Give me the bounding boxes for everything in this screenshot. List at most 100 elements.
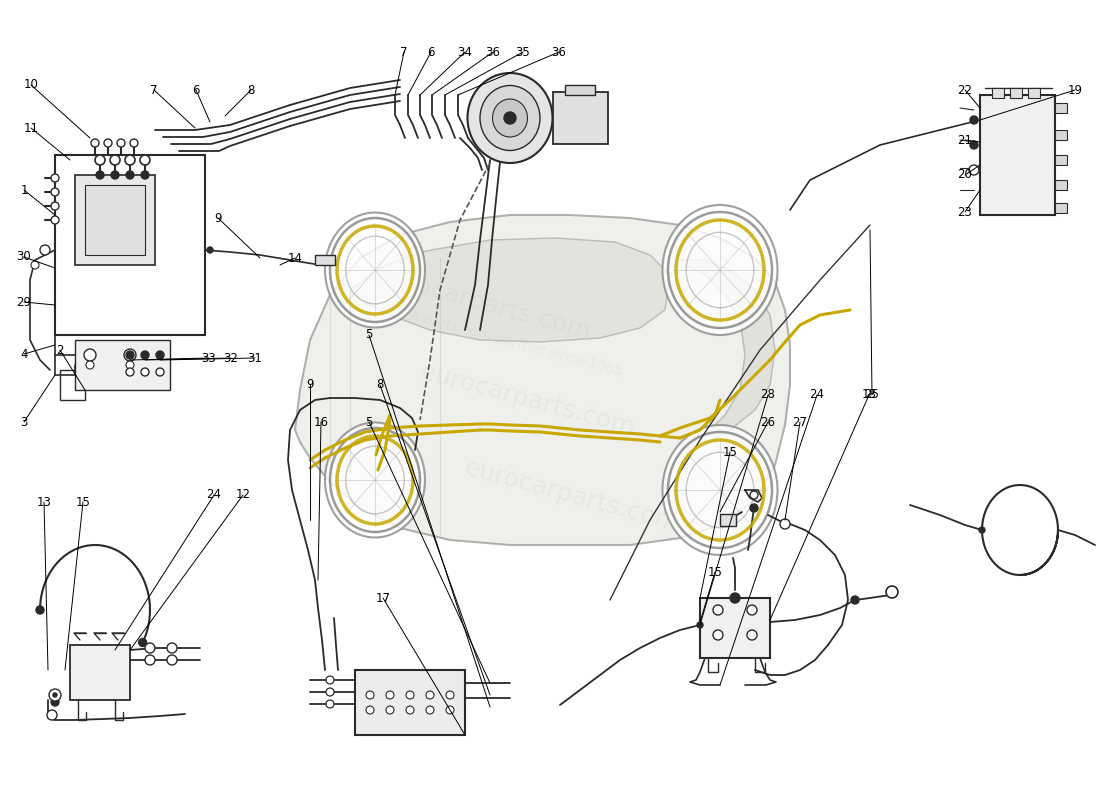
Circle shape (386, 706, 394, 714)
Circle shape (51, 216, 59, 224)
Circle shape (886, 586, 898, 598)
Text: 20: 20 (958, 169, 972, 182)
Bar (1055, 203, 1067, 213)
Text: 8: 8 (376, 378, 384, 391)
Ellipse shape (493, 99, 528, 137)
Text: 6: 6 (427, 46, 434, 58)
Circle shape (126, 351, 134, 359)
Text: 34: 34 (458, 46, 472, 58)
Circle shape (167, 655, 177, 665)
Circle shape (140, 155, 150, 165)
Circle shape (969, 165, 979, 175)
Text: 15: 15 (723, 446, 737, 458)
Text: 36: 36 (551, 46, 566, 58)
Text: 25: 25 (865, 389, 879, 402)
Bar (1028, 88, 1040, 98)
Text: 2: 2 (56, 343, 64, 357)
Ellipse shape (468, 73, 552, 163)
Ellipse shape (324, 213, 425, 327)
Bar (60, 370, 85, 400)
Circle shape (53, 693, 57, 697)
Circle shape (141, 351, 149, 359)
Circle shape (713, 630, 723, 640)
Circle shape (117, 139, 125, 147)
Circle shape (51, 698, 59, 706)
Circle shape (139, 638, 146, 646)
Text: 17: 17 (375, 591, 390, 605)
Text: 3: 3 (20, 415, 28, 429)
Circle shape (326, 688, 334, 696)
Circle shape (51, 188, 59, 196)
Text: 19: 19 (1067, 83, 1082, 97)
Text: 5: 5 (365, 415, 373, 429)
Text: 35: 35 (516, 46, 530, 58)
Text: 16: 16 (314, 415, 329, 429)
Text: 6: 6 (192, 83, 200, 97)
Circle shape (84, 349, 96, 361)
Polygon shape (295, 215, 790, 545)
Text: 27: 27 (792, 415, 807, 429)
Bar (75, 340, 170, 390)
Bar (1055, 180, 1067, 190)
Text: 21: 21 (957, 134, 972, 146)
Bar (70, 645, 130, 700)
Circle shape (713, 605, 723, 615)
Ellipse shape (480, 86, 540, 150)
Bar (315, 255, 336, 265)
Circle shape (366, 691, 374, 699)
Circle shape (780, 519, 790, 529)
Text: 18: 18 (861, 389, 877, 402)
Circle shape (126, 361, 134, 369)
Circle shape (51, 202, 59, 210)
Text: 13: 13 (36, 495, 52, 509)
Bar (992, 88, 1004, 98)
Text: 4: 4 (20, 347, 28, 361)
Circle shape (406, 706, 414, 714)
Circle shape (111, 171, 119, 179)
Text: 23: 23 (958, 206, 972, 218)
Bar (1055, 155, 1067, 165)
Circle shape (747, 630, 757, 640)
Ellipse shape (662, 205, 778, 335)
Circle shape (750, 504, 758, 512)
Circle shape (91, 139, 99, 147)
Circle shape (970, 141, 978, 149)
Circle shape (750, 491, 758, 499)
Circle shape (141, 368, 149, 376)
Circle shape (40, 245, 49, 255)
Text: 9: 9 (306, 378, 313, 391)
Text: 32: 32 (223, 351, 239, 365)
Circle shape (36, 606, 44, 614)
Text: 24: 24 (207, 489, 221, 502)
Circle shape (426, 691, 434, 699)
Text: 10: 10 (23, 78, 38, 91)
Bar (85, 185, 145, 255)
Text: a parts.com partner since 1965: a parts.com partner since 1965 (409, 309, 625, 379)
Bar (553, 92, 608, 144)
Text: 5: 5 (365, 329, 373, 342)
Circle shape (446, 706, 454, 714)
Text: 26: 26 (760, 415, 775, 429)
Circle shape (386, 691, 394, 699)
Text: eurocarparts.com: eurocarparts.com (462, 456, 682, 536)
Circle shape (446, 691, 454, 699)
Bar (720, 514, 736, 526)
Text: 31: 31 (248, 351, 263, 365)
Circle shape (326, 676, 334, 684)
Circle shape (141, 171, 149, 179)
Polygon shape (680, 260, 775, 450)
Bar (1055, 103, 1067, 113)
Circle shape (31, 261, 38, 269)
Circle shape (145, 643, 155, 653)
Circle shape (970, 116, 978, 124)
Text: 8: 8 (248, 83, 255, 97)
Circle shape (406, 691, 414, 699)
Ellipse shape (662, 425, 778, 555)
Text: 11: 11 (23, 122, 38, 134)
Circle shape (124, 349, 136, 361)
Circle shape (207, 247, 213, 253)
Text: 22: 22 (957, 83, 972, 97)
Circle shape (110, 155, 120, 165)
Bar (700, 598, 770, 658)
Bar (565, 85, 595, 95)
